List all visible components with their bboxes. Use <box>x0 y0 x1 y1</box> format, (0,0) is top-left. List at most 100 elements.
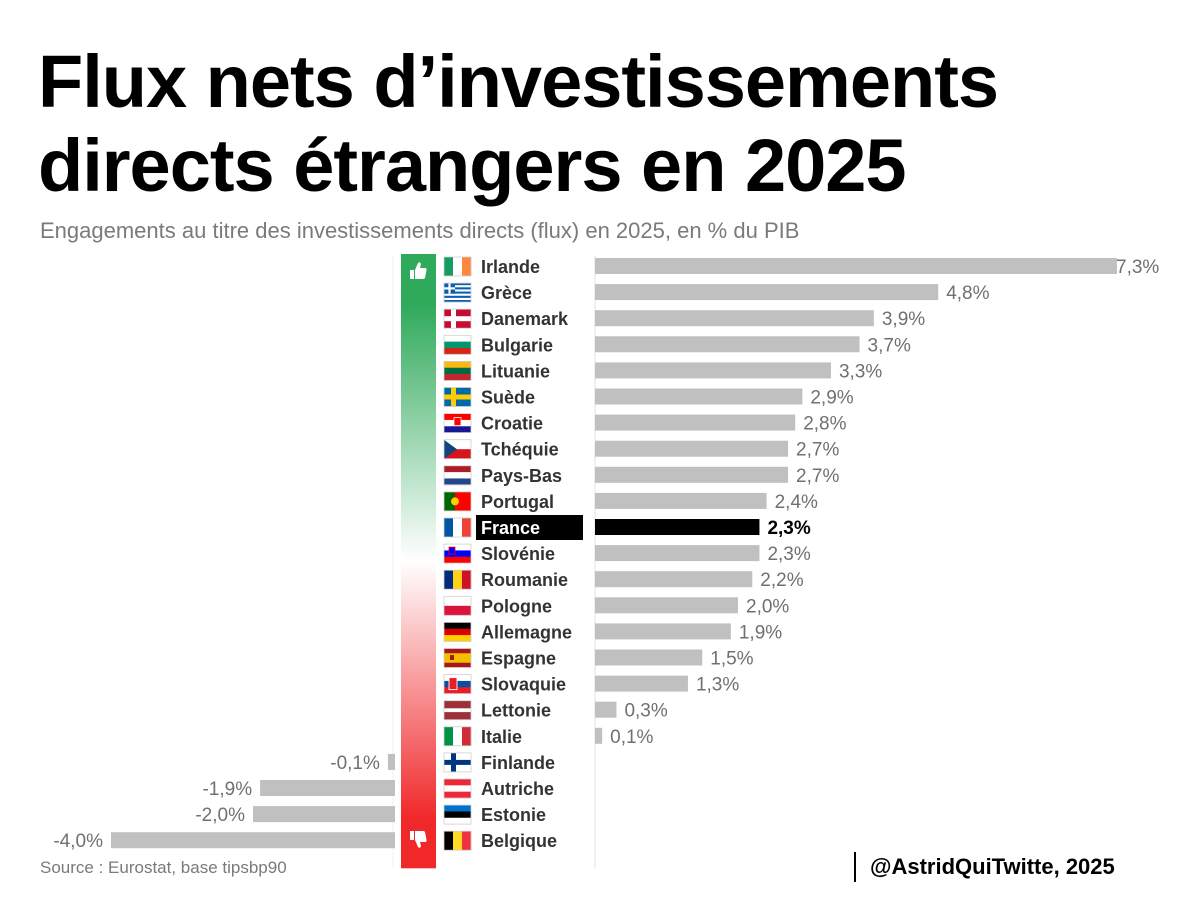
bar-suede <box>595 388 803 405</box>
country-label-bulgarie: Bulgarie <box>481 335 553 355</box>
denmark-flag-icon <box>443 308 472 329</box>
bar-lituanie <box>595 362 831 379</box>
country-label-irlande: Irlande <box>481 257 540 277</box>
value-label-irlande: 7,3% <box>1116 257 1159 278</box>
country-label-pologne: Pologne <box>481 596 552 616</box>
source-note: Source : Eurostat, base tipsbp90 <box>40 858 287 877</box>
greece-flag-icon <box>443 282 472 303</box>
thumbs-down-icon <box>410 831 427 848</box>
value-label-pologne: 2,0% <box>746 596 789 617</box>
czechia-flag-icon <box>443 439 472 460</box>
bar-estonie <box>253 806 395 823</box>
country-label-suede: Suède <box>481 388 535 408</box>
value-label-roumanie: 2,2% <box>760 570 803 591</box>
country-label-pays-bas: Pays-Bas <box>481 466 562 486</box>
france-flag-icon <box>443 517 472 538</box>
bar-roumanie <box>595 571 753 588</box>
value-label-belgique: -4,0% <box>53 831 103 852</box>
croatia-flag-icon <box>443 413 472 434</box>
spain-flag-icon <box>443 648 472 668</box>
country-label-roumanie: Roumanie <box>481 570 568 590</box>
country-label-slovenie: Slovénie <box>481 544 555 564</box>
author-credit: @AstridQuiTwitte, 2025 <box>870 854 1115 879</box>
gradient-strip <box>401 254 436 869</box>
value-label-pays-bas: 2,7% <box>796 466 839 487</box>
value-label-lituanie: 3,3% <box>839 361 882 382</box>
country-label-belgique: Belgique <box>481 831 557 851</box>
portugal-flag-icon <box>443 491 472 512</box>
highlight-label-box <box>476 515 583 540</box>
country-label-estonie: Estonie <box>481 805 546 825</box>
country-label-tchequie: Tchéquie <box>481 440 559 460</box>
bar-pologne <box>595 597 738 614</box>
value-label-danemark: 3,9% <box>882 309 925 330</box>
bar-bulgarie <box>595 336 860 353</box>
bar-lettonie <box>595 701 617 718</box>
country-label-allemagne: Allemagne <box>481 622 572 642</box>
bar-italie <box>595 727 603 744</box>
bar-france <box>595 519 760 535</box>
value-label-slovenie: 2,3% <box>767 544 810 565</box>
slovakia-flag-icon <box>443 674 472 694</box>
bar-autriche <box>260 780 395 796</box>
bar-slovenie <box>595 545 760 562</box>
romania-flag-icon <box>443 569 472 590</box>
country-label-lituanie: Lituanie <box>481 361 550 381</box>
value-label-grece: 4,8% <box>946 283 989 304</box>
estonia-flag-icon <box>443 804 472 825</box>
country-label-slovaquie: Slovaquie <box>481 675 566 695</box>
value-label-lettonie: 0,3% <box>624 701 667 722</box>
austria-flag-icon <box>443 778 472 799</box>
country-label-france: France <box>481 518 540 538</box>
poland-flag-icon <box>443 595 472 616</box>
bar-irlande <box>595 258 1117 274</box>
chart-title-line2: directs étrangers en 2025 <box>38 124 907 207</box>
lithuania-flag-icon <box>443 360 472 381</box>
bar-belgique <box>111 832 395 849</box>
italy-flag-icon <box>443 726 472 747</box>
value-label-estonie: -2,0% <box>195 805 245 826</box>
chart-title-line1: Flux nets d’investissements <box>38 40 999 123</box>
value-label-portugal: 2,4% <box>775 492 818 513</box>
thumbs-up-icon <box>410 262 427 279</box>
germany-flag-icon <box>443 622 472 642</box>
bar-danemark <box>595 310 874 327</box>
value-label-suede: 2,9% <box>810 388 853 409</box>
value-label-espagne: 1,5% <box>710 649 753 670</box>
bar-espagne <box>595 649 703 666</box>
bar-grece <box>595 284 939 301</box>
value-label-slovaquie: 1,3% <box>696 675 739 696</box>
country-label-finlande: Finlande <box>481 753 555 773</box>
country-label-grece: Grèce <box>481 283 532 303</box>
bar-finlande <box>387 753 395 770</box>
value-label-croatie: 2,8% <box>803 414 846 435</box>
value-label-finlande: -0,1% <box>330 753 380 774</box>
netherlands-flag-icon <box>443 465 472 486</box>
country-label-croatie: Croatie <box>481 414 543 434</box>
country-label-espagne: Espagne <box>481 649 556 669</box>
value-label-france: 2,3% <box>767 518 810 539</box>
value-label-italie: 0,1% <box>610 727 653 748</box>
value-label-tchequie: 2,7% <box>796 440 839 461</box>
slovenia-flag-icon <box>443 543 472 564</box>
finland-flag-icon <box>443 752 472 773</box>
chart-title: Flux nets d’investissements directs étra… <box>38 40 1178 208</box>
credit-divider <box>854 852 856 882</box>
country-label-autriche: Autriche <box>481 779 554 799</box>
chart-subtitle: Engagements au titre des investissements… <box>40 218 800 243</box>
value-label-bulgarie: 3,7% <box>868 335 911 356</box>
country-label-portugal: Portugal <box>481 492 554 512</box>
bulgaria-flag-icon <box>443 334 472 355</box>
belgium-flag-icon <box>443 830 472 851</box>
country-label-danemark: Danemark <box>481 309 569 329</box>
value-label-allemagne: 1,9% <box>739 622 782 643</box>
latvia-flag-icon <box>443 700 472 721</box>
ireland-flag-icon <box>443 256 472 277</box>
country-label-italie: Italie <box>481 727 522 747</box>
country-label-lettonie: Lettonie <box>481 701 551 721</box>
sweden-flag-icon <box>443 387 472 407</box>
bar-slovaquie <box>595 675 688 692</box>
bar-croatie <box>595 414 796 431</box>
bar-portugal <box>595 492 767 509</box>
